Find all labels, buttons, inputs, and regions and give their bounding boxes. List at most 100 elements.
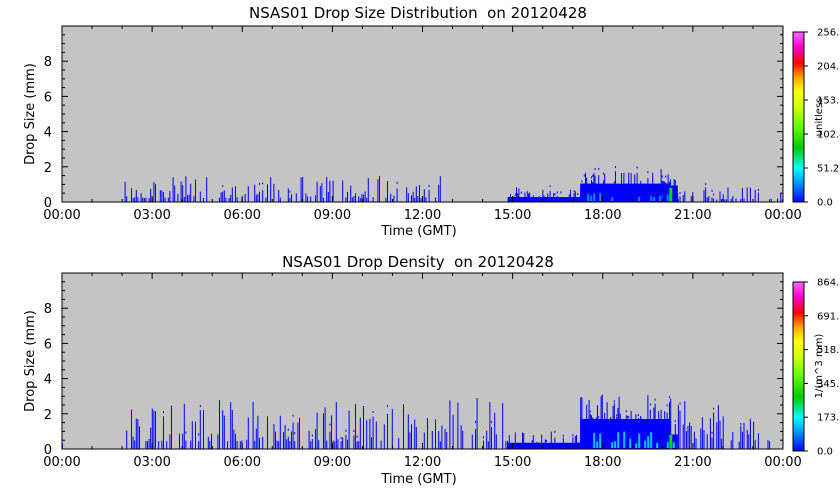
drop-column — [654, 403, 656, 449]
drop-core — [666, 441, 669, 448]
precip-period — [126, 398, 508, 449]
plot-area — [62, 273, 783, 449]
drop-column — [522, 199, 523, 202]
drop-column — [565, 446, 567, 449]
drop-pixel — [345, 429, 347, 432]
drop-column — [134, 440, 136, 449]
drop-pixel — [607, 434, 609, 437]
drop-column — [722, 418, 724, 449]
drop-pixel — [669, 396, 670, 399]
drop-pixel — [291, 194, 292, 197]
drop-pixel — [713, 407, 715, 410]
drop-column — [544, 439, 546, 449]
drop-core — [629, 438, 632, 448]
drop-pixel — [621, 173, 622, 176]
drop-column — [449, 400, 451, 449]
drop-column — [529, 192, 531, 202]
drop-column — [604, 412, 606, 449]
drop-pixel — [646, 188, 648, 191]
x-tick-label: 12:00 — [404, 208, 441, 223]
drop-pixel — [647, 171, 649, 174]
drop-column — [625, 196, 627, 202]
drop-column — [283, 431, 284, 449]
drop-column — [375, 421, 377, 449]
drop-column — [722, 194, 724, 202]
drop-column — [327, 192, 329, 202]
drop-band — [507, 442, 581, 449]
drop-pixel — [625, 410, 627, 413]
drop-column — [713, 198, 715, 202]
drop-column — [131, 188, 132, 202]
drop-column — [319, 186, 321, 202]
drop-column — [594, 175, 596, 202]
drop-pixel — [665, 175, 667, 178]
drop-column — [291, 431, 292, 449]
drop-column — [603, 180, 604, 202]
drop-column — [403, 404, 404, 449]
drop-column — [559, 198, 561, 202]
drop-pixel — [353, 430, 355, 432]
drop-pixel — [609, 189, 610, 192]
drop-pixel — [583, 174, 585, 177]
drop-column — [654, 187, 656, 202]
drop-column — [342, 180, 344, 202]
drop-pixel — [679, 402, 681, 405]
drop-pixel — [562, 434, 564, 437]
drop-column — [576, 435, 577, 449]
drop-pixel — [516, 187, 517, 190]
drop-column — [597, 192, 598, 202]
drop-column — [155, 411, 156, 449]
drop-column — [148, 198, 150, 202]
drop-column — [525, 442, 527, 449]
drop-column — [396, 188, 398, 202]
drop-column — [190, 183, 192, 202]
drop-core — [599, 192, 602, 201]
drop-column — [372, 416, 374, 449]
drop-pixel — [543, 195, 545, 198]
drop-column — [124, 181, 126, 202]
drop-pixel — [651, 427, 652, 430]
drop-column — [289, 197, 291, 202]
drop-column — [177, 193, 179, 202]
drop-column — [585, 172, 586, 202]
drop-column — [567, 445, 569, 449]
drop-column — [337, 439, 339, 449]
drop-column — [618, 396, 620, 449]
drop-column — [661, 180, 663, 202]
drop-column — [315, 195, 316, 202]
drop-column — [355, 193, 356, 202]
drop-column — [757, 433, 759, 449]
drop-column — [219, 197, 220, 202]
drop-column — [605, 429, 607, 449]
drop-column — [239, 441, 241, 449]
drop-column — [126, 430, 128, 449]
y-tick-label: 4 — [44, 373, 52, 388]
y-tick-label: 0 — [44, 196, 52, 211]
drop-column — [257, 415, 259, 449]
drop-column — [635, 415, 637, 449]
drop-pixel — [573, 190, 575, 193]
drop-column — [140, 193, 142, 202]
drop-column — [452, 414, 454, 449]
drop-column — [624, 196, 626, 202]
drop-column — [195, 179, 196, 202]
drop-data-marks — [62, 394, 771, 449]
drop-column — [740, 425, 742, 449]
drop-core — [614, 441, 617, 448]
drop-pixel — [554, 430, 556, 433]
drop-column — [613, 188, 615, 202]
drop-column — [334, 441, 336, 449]
drop-column — [770, 198, 772, 202]
drop-column — [517, 193, 519, 202]
drop-column — [542, 189, 544, 202]
drop-column — [528, 444, 529, 449]
drop-column — [489, 401, 491, 449]
drop-column — [135, 190, 137, 202]
drop-column — [721, 199, 723, 202]
x-tick-label: 00:00 — [43, 455, 80, 470]
precip-period — [507, 430, 581, 449]
drop-column — [520, 199, 522, 202]
drop-column — [308, 430, 310, 449]
drop-column — [606, 402, 608, 449]
drop-pixel — [311, 434, 313, 437]
